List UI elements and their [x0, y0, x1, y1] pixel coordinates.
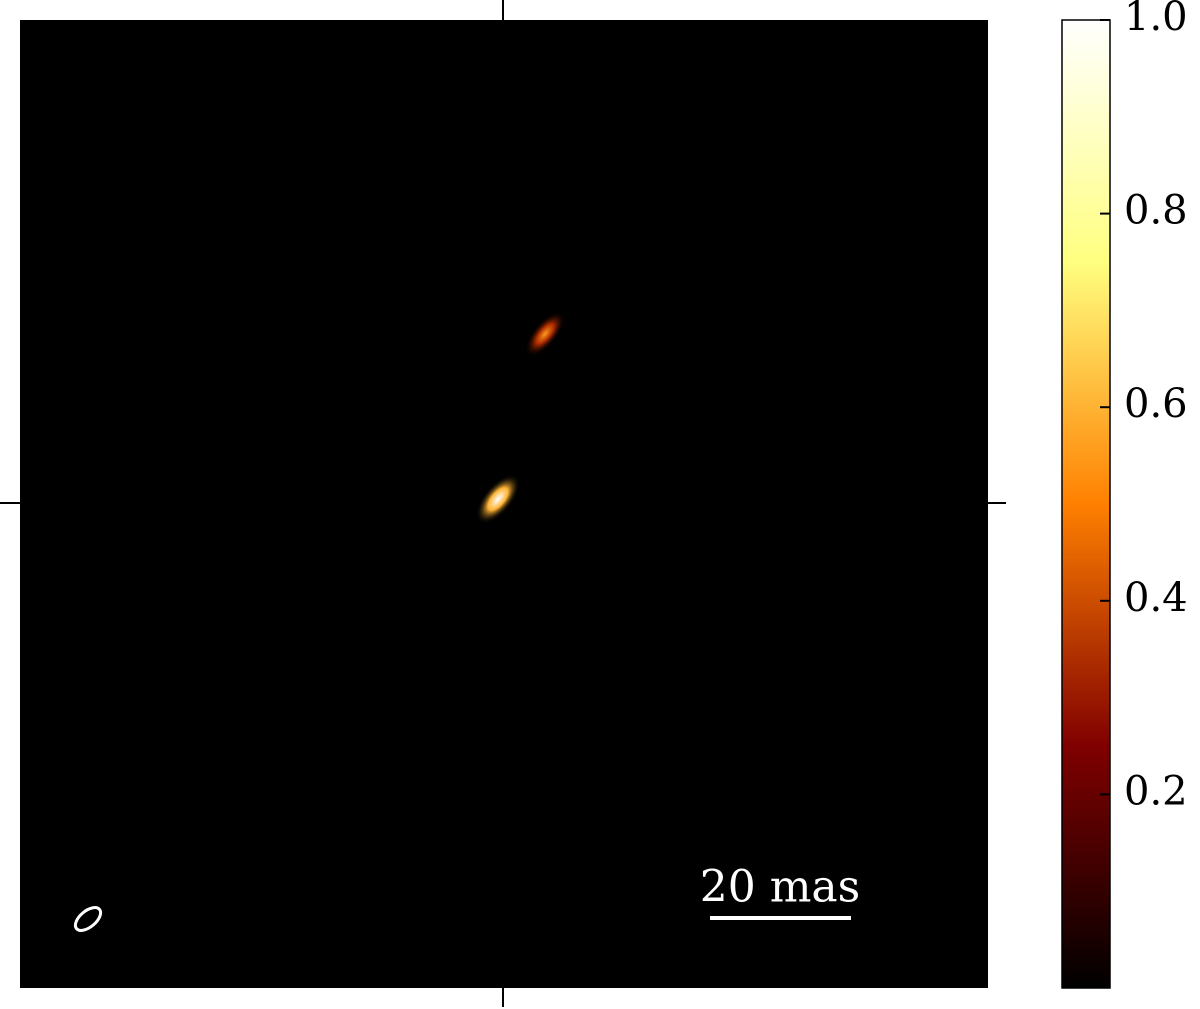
source [524, 311, 566, 357]
colorbar-tick-label: 1.0 [1124, 0, 1188, 40]
sources [475, 311, 566, 524]
colorbar-tick-label: 0.4 [1124, 575, 1188, 621]
colorbar [1061, 19, 1111, 989]
scale-bar-label: 20 mas [700, 862, 861, 913]
colorbar-tick-label: 0.8 [1124, 188, 1188, 234]
beam [73, 906, 103, 932]
colorbar-tick-label: 0.2 [1124, 768, 1188, 814]
colorbar-tick-label: 0.6 [1124, 381, 1188, 427]
source [475, 474, 521, 524]
